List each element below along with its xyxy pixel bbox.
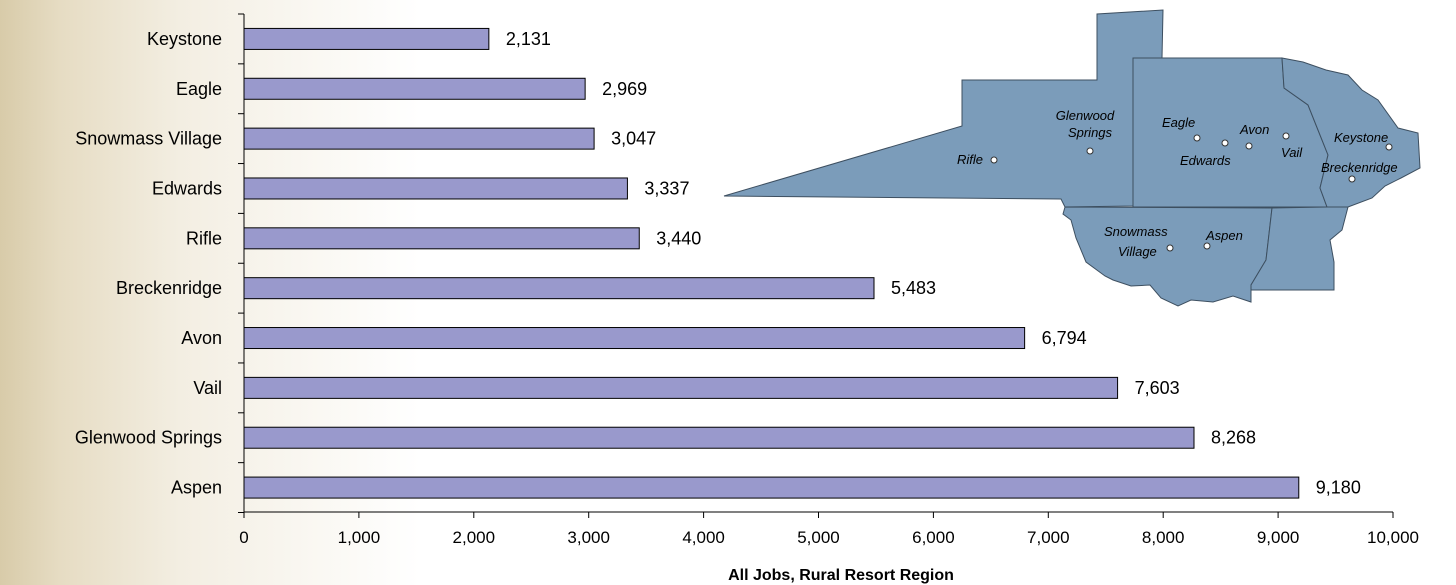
map-marker-eagle xyxy=(1193,134,1201,142)
bar-snowmass-village xyxy=(243,127,595,150)
x-tick-label: 10,000 xyxy=(1367,528,1419,547)
bar-avon xyxy=(243,327,1026,350)
axes-layer: 0 1,000 2,000 3,000 4,000 5,000 6,000 7,000 8,00… xyxy=(238,13,1419,547)
map-label-eagle: Eagle xyxy=(1162,115,1195,130)
x-tick-label: 5,000 xyxy=(797,528,840,547)
map-label-glenwood-line1: Glenwood xyxy=(1056,108,1115,123)
value-label-vail: 7,603 xyxy=(1135,378,1180,398)
map-county-lake xyxy=(1250,206,1349,291)
map-label-glenwood-line2: Springs xyxy=(1068,125,1113,140)
x-tick-label: 3,000 xyxy=(567,528,610,547)
map-label-avon: Avon xyxy=(1239,122,1269,137)
bar-glenwood-springs xyxy=(243,426,1195,449)
value-label-edwards: 3,337 xyxy=(644,178,689,198)
map-county-pitkin xyxy=(1062,206,1273,307)
map-marker-vail xyxy=(1282,132,1290,140)
map-county-summit xyxy=(1281,57,1421,208)
bar-keystone xyxy=(243,27,490,50)
value-label-avon: 6,794 xyxy=(1042,328,1087,348)
map-marker-rifle xyxy=(990,156,998,164)
x-tick-label: 8,000 xyxy=(1142,528,1185,547)
map-marker-snowmass-village xyxy=(1166,244,1174,252)
value-label-aspen: 9,180 xyxy=(1316,478,1361,498)
map-label-edwards: Edwards xyxy=(1180,153,1231,168)
bar-aspen xyxy=(243,476,1300,499)
map-label-vail: Vail xyxy=(1281,145,1303,160)
category-label-glenwood-springs: Glenwood Springs xyxy=(75,428,222,448)
map-marker-aspen xyxy=(1203,242,1211,250)
x-tick-label: 9,000 xyxy=(1257,528,1300,547)
map-label-aspen: Aspen xyxy=(1205,228,1243,243)
category-label-vail: Vail xyxy=(193,378,222,398)
x-tick-label: 4,000 xyxy=(682,528,725,547)
category-label-rifle: Rifle xyxy=(186,228,222,248)
value-label-rifle: 3,440 xyxy=(656,228,701,248)
category-label-snowmass-village: Snowmass Village xyxy=(75,129,222,149)
x-tick-label: 7,000 xyxy=(1027,528,1070,547)
category-label-eagle: Eagle xyxy=(176,79,222,99)
value-label-snowmass-village: 3,047 xyxy=(611,129,656,149)
bar-rifle xyxy=(243,227,640,250)
value-label-breckenridge: 5,483 xyxy=(891,278,936,298)
x-axis-title: All Jobs, Rural Resort Region xyxy=(728,567,954,584)
x-tick-label: 0 xyxy=(239,528,248,547)
map-marker-breckenridge xyxy=(1348,175,1356,183)
value-label-glenwood-springs: 8,268 xyxy=(1211,428,1256,448)
value-label-eagle: 2,969 xyxy=(602,79,647,99)
category-label-aspen: Aspen xyxy=(171,478,222,498)
map-label-snowmass-line1: Snowmass xyxy=(1104,224,1168,239)
x-tick-label: 6,000 xyxy=(912,528,955,547)
map-label-breckenridge: Breckenridge xyxy=(1321,160,1398,175)
category-label-avon: Avon xyxy=(181,328,222,348)
map-marker-edwards xyxy=(1221,139,1229,147)
bars-layer: 2,131 Keystone 2,969 Eagle 3,047 Snowmass Vil… xyxy=(75,27,1361,499)
category-label-edwards: Edwards xyxy=(152,178,222,198)
map-marker-avon xyxy=(1245,142,1253,150)
bar-eagle xyxy=(243,77,586,100)
category-label-keystone: Keystone xyxy=(147,29,222,49)
region-map: Glenwood Springs Rifle Eagle Avon Edward… xyxy=(723,9,1421,307)
x-tick-label: 1,000 xyxy=(338,528,381,547)
map-marker-glenwood-springs xyxy=(1086,147,1094,155)
map-label-rifle: Rifle xyxy=(957,152,983,167)
map-label-snowmass-line2: Village xyxy=(1118,244,1157,259)
x-tick-label: 2,000 xyxy=(453,528,496,547)
map-marker-keystone xyxy=(1385,143,1393,151)
bar-breckenridge xyxy=(243,277,875,300)
map-label-keystone: Keystone xyxy=(1334,130,1388,145)
bar-vail xyxy=(243,376,1119,399)
bar-edwards xyxy=(243,177,628,200)
value-label-keystone: 2,131 xyxy=(506,29,551,49)
map-county-garfield xyxy=(723,9,1164,208)
category-label-breckenridge: Breckenridge xyxy=(116,278,222,298)
